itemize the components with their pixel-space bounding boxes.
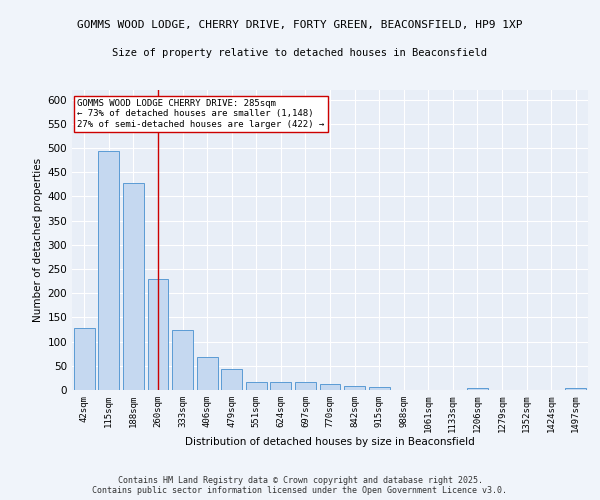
Bar: [172, 330, 193, 390]
Bar: [221, 368, 242, 390]
Bar: [467, 388, 488, 390]
Bar: [344, 386, 365, 390]
Bar: [368, 387, 389, 390]
Bar: [565, 388, 586, 390]
Bar: [98, 152, 119, 390]
Bar: [197, 357, 218, 390]
Bar: [271, 382, 292, 390]
Bar: [123, 183, 144, 390]
Text: Size of property relative to detached houses in Beaconsfield: Size of property relative to detached ho…: [113, 48, 487, 58]
Text: GOMMS WOOD LODGE CHERRY DRIVE: 285sqm
← 73% of detached houses are smaller (1,14: GOMMS WOOD LODGE CHERRY DRIVE: 285sqm ← …: [77, 99, 325, 129]
Bar: [320, 384, 340, 390]
Bar: [74, 328, 95, 390]
Y-axis label: Number of detached properties: Number of detached properties: [33, 158, 43, 322]
Bar: [246, 382, 267, 390]
Text: Contains HM Land Registry data © Crown copyright and database right 2025.
Contai: Contains HM Land Registry data © Crown c…: [92, 476, 508, 495]
X-axis label: Distribution of detached houses by size in Beaconsfield: Distribution of detached houses by size …: [185, 436, 475, 446]
Bar: [295, 382, 316, 390]
Bar: [148, 278, 169, 390]
Text: GOMMS WOOD LODGE, CHERRY DRIVE, FORTY GREEN, BEACONSFIELD, HP9 1XP: GOMMS WOOD LODGE, CHERRY DRIVE, FORTY GR…: [77, 20, 523, 30]
